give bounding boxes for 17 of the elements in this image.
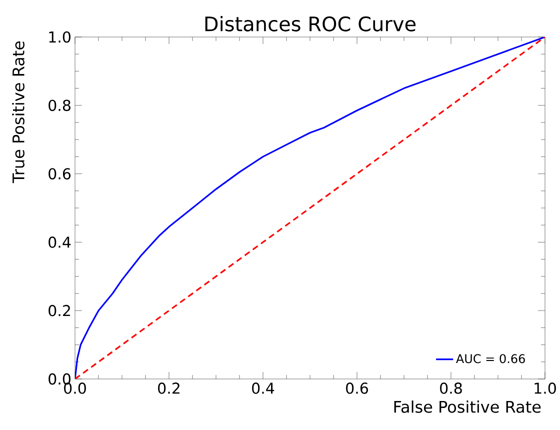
x-axis-title: False Positive Rate <box>394 400 541 413</box>
y-tick-label: 0.0 <box>48 373 70 385</box>
line-series <box>75 36 545 379</box>
chart-title: Distances ROC Curve <box>205 16 416 32</box>
y-axis-title: True Positive Rate <box>12 41 24 184</box>
x-tick-label: 0.6 <box>346 382 368 394</box>
y-tick-label: 0.2 <box>48 304 70 316</box>
x-tick-label: 0.2 <box>158 382 180 394</box>
y-tick-label: 0.6 <box>48 168 71 180</box>
y-tick-label: 0.8 <box>48 100 70 112</box>
x-tick-label: 0.4 <box>252 382 274 394</box>
y-tick-label: 0.4 <box>48 236 71 248</box>
y-tick-label: 1.0 <box>49 31 70 43</box>
x-tick-label: 0.0 <box>64 382 86 394</box>
x-tick-label: 1.0 <box>534 382 556 394</box>
x-tick-label: 0.8 <box>440 382 462 394</box>
legend-label: AUC = 0.66 <box>456 354 525 364</box>
